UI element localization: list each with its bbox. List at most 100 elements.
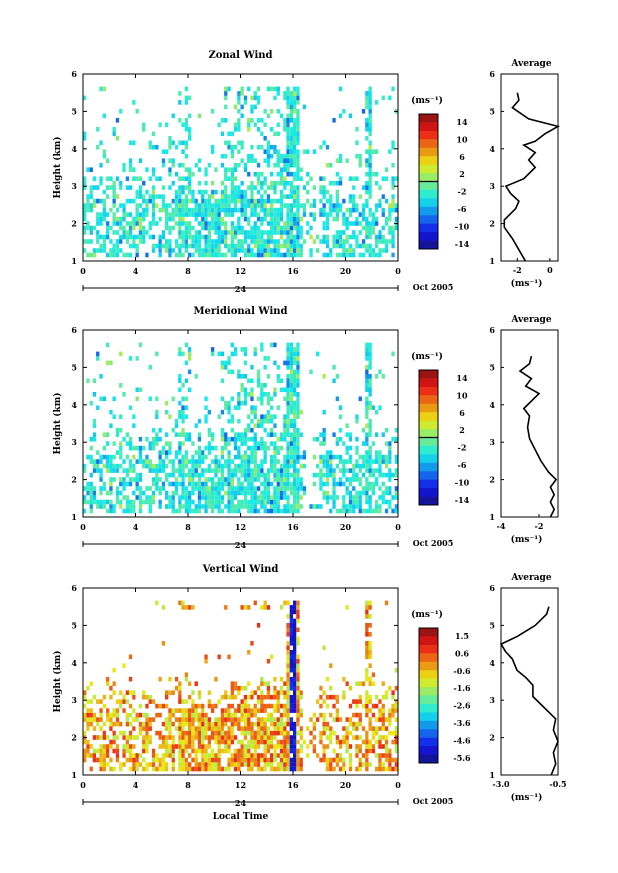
meridional-cell [181,468,185,473]
zonal-cell [240,104,244,110]
vertical-cell [227,726,231,731]
meridional-cell [106,454,110,460]
vertical-cell [391,730,395,736]
zonal-cell [112,203,116,208]
zonal-cell [388,207,392,213]
vertical-cell [368,654,372,660]
vertical-cell [247,753,251,758]
meridional-ytick-label: 1 [71,512,77,522]
zonal-cell [279,113,284,119]
meridional-cell [348,432,353,437]
meridional-colorbar-tick: -10 [455,477,470,487]
meridional-cell [204,486,208,491]
vertical-cell [263,739,267,745]
meridional-cell [174,432,179,437]
vertical-cell [165,762,169,767]
vertical-cell [188,708,192,713]
zonal-cell [286,158,290,163]
zonal-cell [220,189,225,195]
vertical-cell [289,636,293,642]
zonal-cell [273,252,277,258]
zonal-cell [168,167,172,172]
zonal-cell [112,248,116,253]
meridional-cell [171,490,175,496]
meridional-cell [273,459,277,464]
vertical-cell [365,632,369,637]
meridional-colorbar-segment [419,395,438,405]
zonal-cell [188,234,192,240]
vertical-cell [273,694,277,700]
meridional-cell [197,490,202,496]
meridional-cell [217,351,221,357]
zonal-cell [224,225,228,231]
meridional-cell [224,400,228,406]
zonal-cell [188,212,192,217]
vertical-cell [256,721,261,727]
zonal-cell [194,162,198,168]
zonal-cell [106,221,110,226]
meridional-cell [240,441,244,446]
vertical-cell [214,757,218,763]
meridional-cell [293,418,297,424]
vertical-cell [263,744,267,749]
zonal-cell [253,95,257,101]
vertical-cell [391,694,395,700]
meridional-cell [368,499,372,505]
meridional-cell [119,490,123,496]
zonal-cell [197,248,202,253]
vertical-cell [394,717,398,722]
zonal-cell [355,207,359,213]
meridional-cell [230,481,234,487]
meridional-cell [338,427,343,433]
vertical-cell [279,757,284,763]
vertical-cell [384,744,389,749]
zonal-cell [293,252,297,258]
zonal-cell [188,136,192,141]
zonal-cell [378,252,382,258]
meridional-cell [368,445,372,451]
meridional-cell [181,383,185,388]
meridional-cell [230,472,234,478]
zonal-cell [365,171,369,177]
vertical-cell [96,735,100,740]
zonal-cell [250,194,254,199]
zonal-cell [253,185,257,190]
meridional-cell [388,490,392,496]
meridional-cell [319,486,323,491]
meridional-cell [368,360,372,366]
zonal-cell [230,144,234,150]
vertical-xtick-label: 0 [80,780,86,790]
vertical-cell [388,712,392,718]
vertical-cell [263,681,267,686]
zonal-cell [286,171,290,177]
zonal-cell [378,248,382,253]
meridional-cell [332,365,336,370]
meridional-cell [299,486,303,491]
vertical-cell [368,694,372,700]
meridional-cell [227,481,231,487]
zonal-cell [243,230,248,235]
zonal-cell [283,95,287,101]
meridional-cell [227,508,231,514]
meridional-cell [279,468,284,473]
zonal-cell [194,239,198,244]
meridional-cell [191,481,195,487]
meridional-cell [214,481,218,487]
vertical-cell [109,766,113,772]
zonal-cell [319,185,323,190]
vertical-cell [224,730,228,736]
zonal-cell [201,198,205,204]
meridional-cell [148,486,152,491]
meridional-colorbar-unit: (ms⁻¹) [411,351,443,362]
zonal-cell [240,230,244,235]
meridional-cell [365,365,369,370]
zonal-cell [138,221,143,226]
meridional-cell [243,392,248,397]
meridional-cell [128,436,133,442]
vertical-cell [329,735,333,740]
meridional-cell [293,450,297,455]
zonal-ytick-label: 1 [71,256,77,266]
meridional-cell [247,459,251,464]
meridional-average-xtick-label: -4 [497,521,506,531]
vertical-cell [361,739,366,745]
